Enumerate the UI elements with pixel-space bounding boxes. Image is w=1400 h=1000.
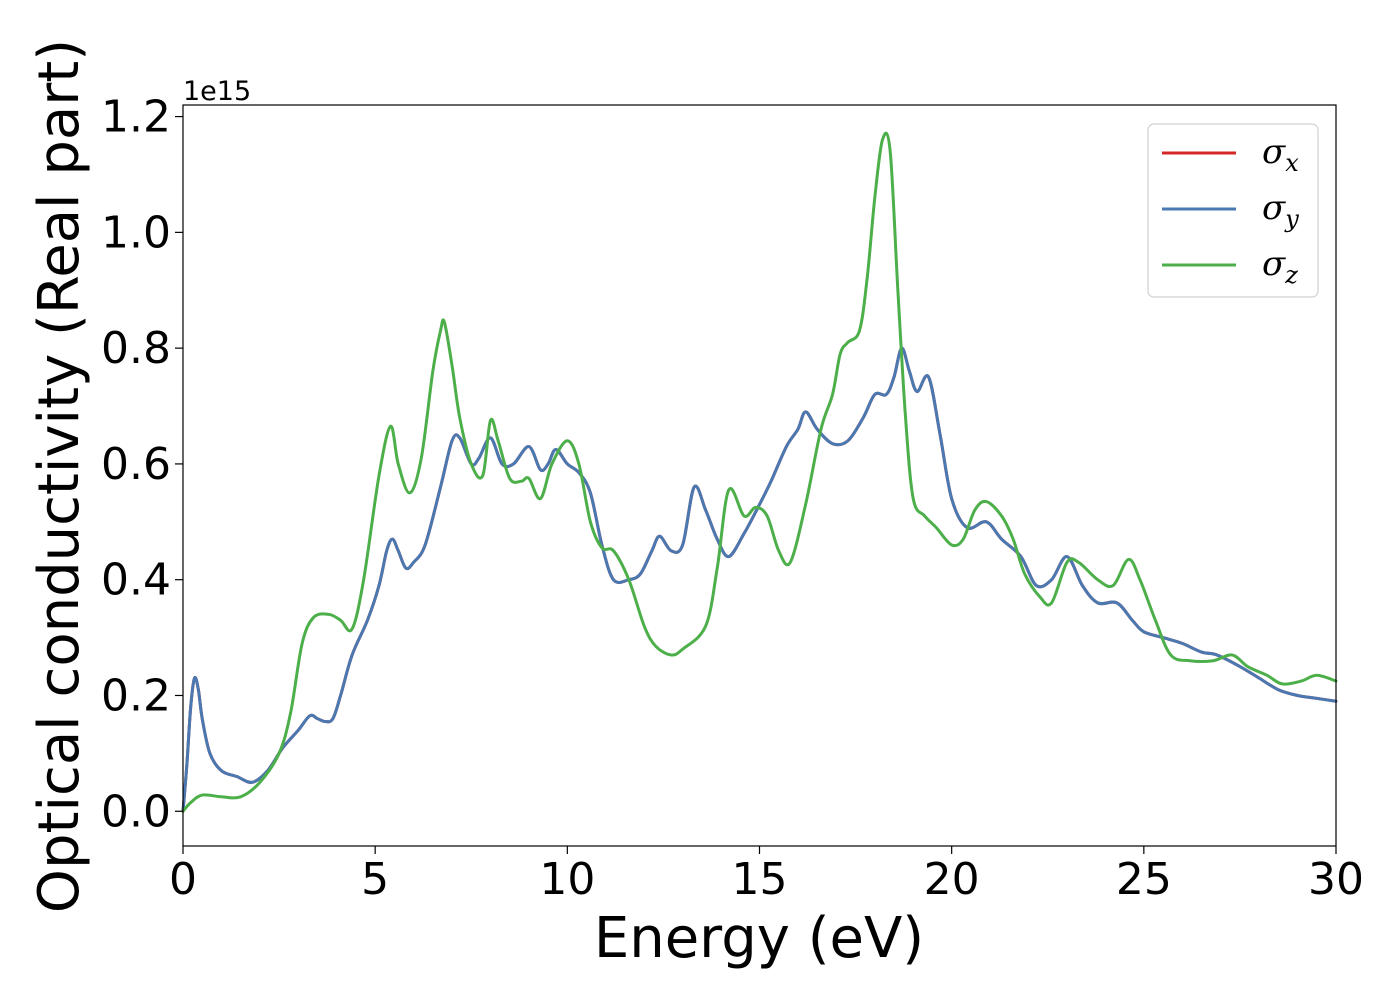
y-tick-label: 0.6 (101, 439, 171, 490)
series-line-sigma-y (181, 346, 1338, 813)
x-tick-label: 25 (1116, 854, 1172, 905)
y-axis-ticks: 0.0 0.2 0.4 0.6 0.8 1.0 1.2 (101, 92, 183, 837)
x-tick-label: 0 (169, 854, 197, 905)
y-tick-label: 0.8 (101, 323, 171, 374)
y-tick-label: 0.2 (101, 670, 171, 721)
y-tick-label: 0.0 (101, 786, 171, 837)
x-tick-label: 20 (924, 854, 980, 905)
series-line-sigma-x (181, 346, 1338, 813)
legend-label-z: σz (1262, 244, 1298, 289)
series-line-sigma-z (181, 131, 1338, 813)
series-layer (181, 131, 1338, 813)
x-tick-label: 15 (732, 854, 788, 905)
x-tick-label: 5 (361, 854, 389, 905)
y-axis-offset-label: 1e15 (183, 76, 251, 107)
y-tick-label: 0.4 (101, 555, 171, 606)
y-axis-label: Optical conductivity (Real part) (27, 39, 92, 913)
x-tick-label: 10 (539, 854, 595, 905)
x-axis-ticks: 0 5 10 15 20 25 30 (169, 846, 1364, 905)
x-axis-label: Energy (eV) (594, 906, 924, 971)
y-tick-label: 1.2 (101, 92, 171, 143)
y-tick-label: 1.0 (101, 207, 171, 258)
x-tick-label: 30 (1308, 854, 1364, 905)
